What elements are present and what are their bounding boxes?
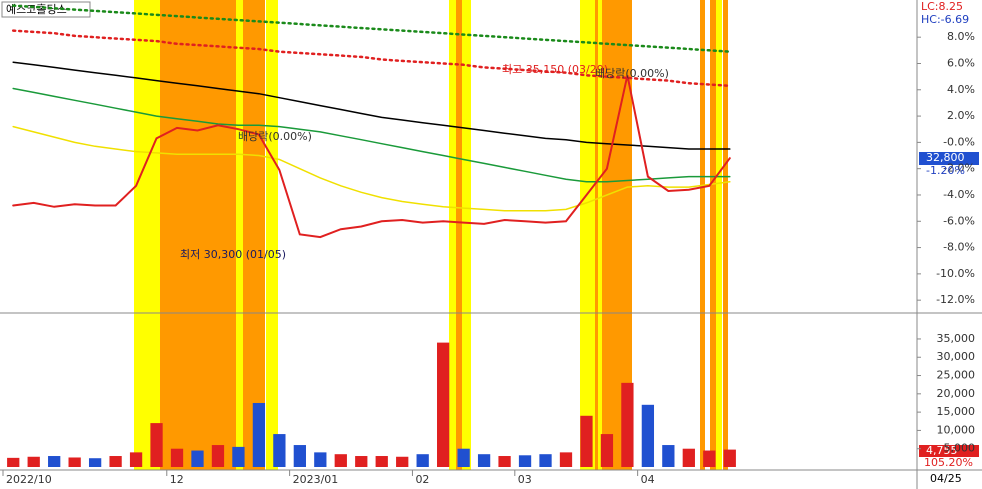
volume-bar — [150, 423, 163, 467]
y-tick-label: 6.0% — [947, 56, 975, 69]
y-tick-label: 10,000 — [937, 423, 976, 436]
volume-bar — [293, 445, 306, 467]
volume-bar — [416, 454, 429, 467]
x-tick-label: 03 — [518, 473, 532, 486]
x-tick-label: 04 — [641, 473, 655, 486]
annotation: 배당락(0.00%) — [238, 130, 312, 143]
volume-bar — [88, 458, 102, 467]
volume-bar — [314, 452, 327, 467]
series-line — [12, 75, 731, 239]
title-box — [1, 1, 91, 18]
series-line — [12, 61, 731, 150]
y-tick-label: -8.0% — [943, 241, 975, 254]
volume-bar — [355, 456, 368, 467]
last-date: 04/25 — [930, 472, 962, 485]
volume-bar — [109, 456, 122, 467]
volume-bar — [437, 342, 450, 467]
x-tick-label: 2023/01 — [293, 473, 339, 486]
y-tick-label: -12.0% — [936, 293, 975, 306]
y-tick-label: -6.0% — [943, 214, 975, 227]
y-tick-label: 35,000 — [937, 332, 976, 345]
annotation: 최저 30,300 (01/05) — [180, 248, 286, 261]
last-volume: 4,755 — [926, 444, 958, 457]
y-tick-label: 15,000 — [937, 405, 976, 418]
volume-bar — [27, 456, 40, 467]
volume-bar — [48, 456, 61, 467]
hc-label: HC:-6.69 — [921, 13, 969, 26]
volume-bar — [457, 448, 470, 467]
volume-bar — [7, 457, 20, 467]
volume-bar — [396, 456, 409, 467]
volume-bar — [600, 434, 614, 467]
volume-bar — [518, 455, 532, 467]
volume-bar — [211, 445, 225, 467]
volume-bar — [232, 446, 245, 467]
volume-bar — [252, 402, 266, 467]
x-tick-label: 02 — [415, 473, 429, 486]
volume-bar — [682, 448, 695, 467]
last-change: -1.20% — [926, 164, 965, 177]
volume-box — [919, 445, 979, 457]
volume-bar — [334, 454, 347, 467]
annotation: 최고 35,150 (03/29) — [502, 63, 608, 76]
series-line — [12, 125, 731, 212]
x-tick-label: 2022/10 — [6, 473, 52, 486]
volume-bar — [191, 450, 204, 467]
volume-bar — [129, 452, 143, 467]
y-tick-label: 30,000 — [937, 350, 976, 363]
y-tick-label: 2.0% — [947, 109, 975, 122]
volume-bar — [641, 404, 655, 467]
volume-bar — [621, 382, 634, 467]
volume-bar — [703, 450, 716, 467]
volume-bar — [539, 454, 552, 467]
volume-bar — [580, 415, 593, 467]
y-tick-label: -2.0% — [943, 162, 975, 175]
volume-bar — [375, 456, 388, 467]
volume-bar — [477, 454, 491, 467]
y-tick-label: -4.0% — [943, 188, 975, 201]
volume-bar — [498, 456, 511, 467]
x-tick-label: 12 — [170, 473, 184, 486]
volume-bar — [662, 445, 675, 467]
y-tick-label: -10.0% — [936, 267, 975, 280]
annotation: 배당락(0.00%) — [595, 67, 669, 80]
y-tick-label: -0.0% — [943, 135, 975, 148]
y-tick-label: 20,000 — [937, 387, 976, 400]
price-box — [919, 152, 979, 165]
last-price: 32,800 — [926, 151, 965, 164]
y-tick-label: 8.0% — [947, 30, 975, 43]
series-line — [11, 4, 732, 53]
signal-bands — [134, 0, 728, 470]
volume-bar — [170, 448, 184, 467]
volume-bar — [68, 457, 81, 467]
series-line — [11, 29, 732, 88]
volume-bar — [723, 449, 736, 467]
y-tick-label: 25,000 — [937, 369, 976, 382]
lc-label: LC:8.25 — [921, 0, 963, 13]
volume-bar — [559, 452, 573, 467]
volume-ratio: 105.20% — [924, 456, 973, 469]
volume-bar — [273, 434, 286, 467]
y-tick-label: 4.0% — [947, 83, 975, 96]
series-line — [12, 87, 731, 183]
y-tick-label: 5,000 — [944, 442, 976, 455]
